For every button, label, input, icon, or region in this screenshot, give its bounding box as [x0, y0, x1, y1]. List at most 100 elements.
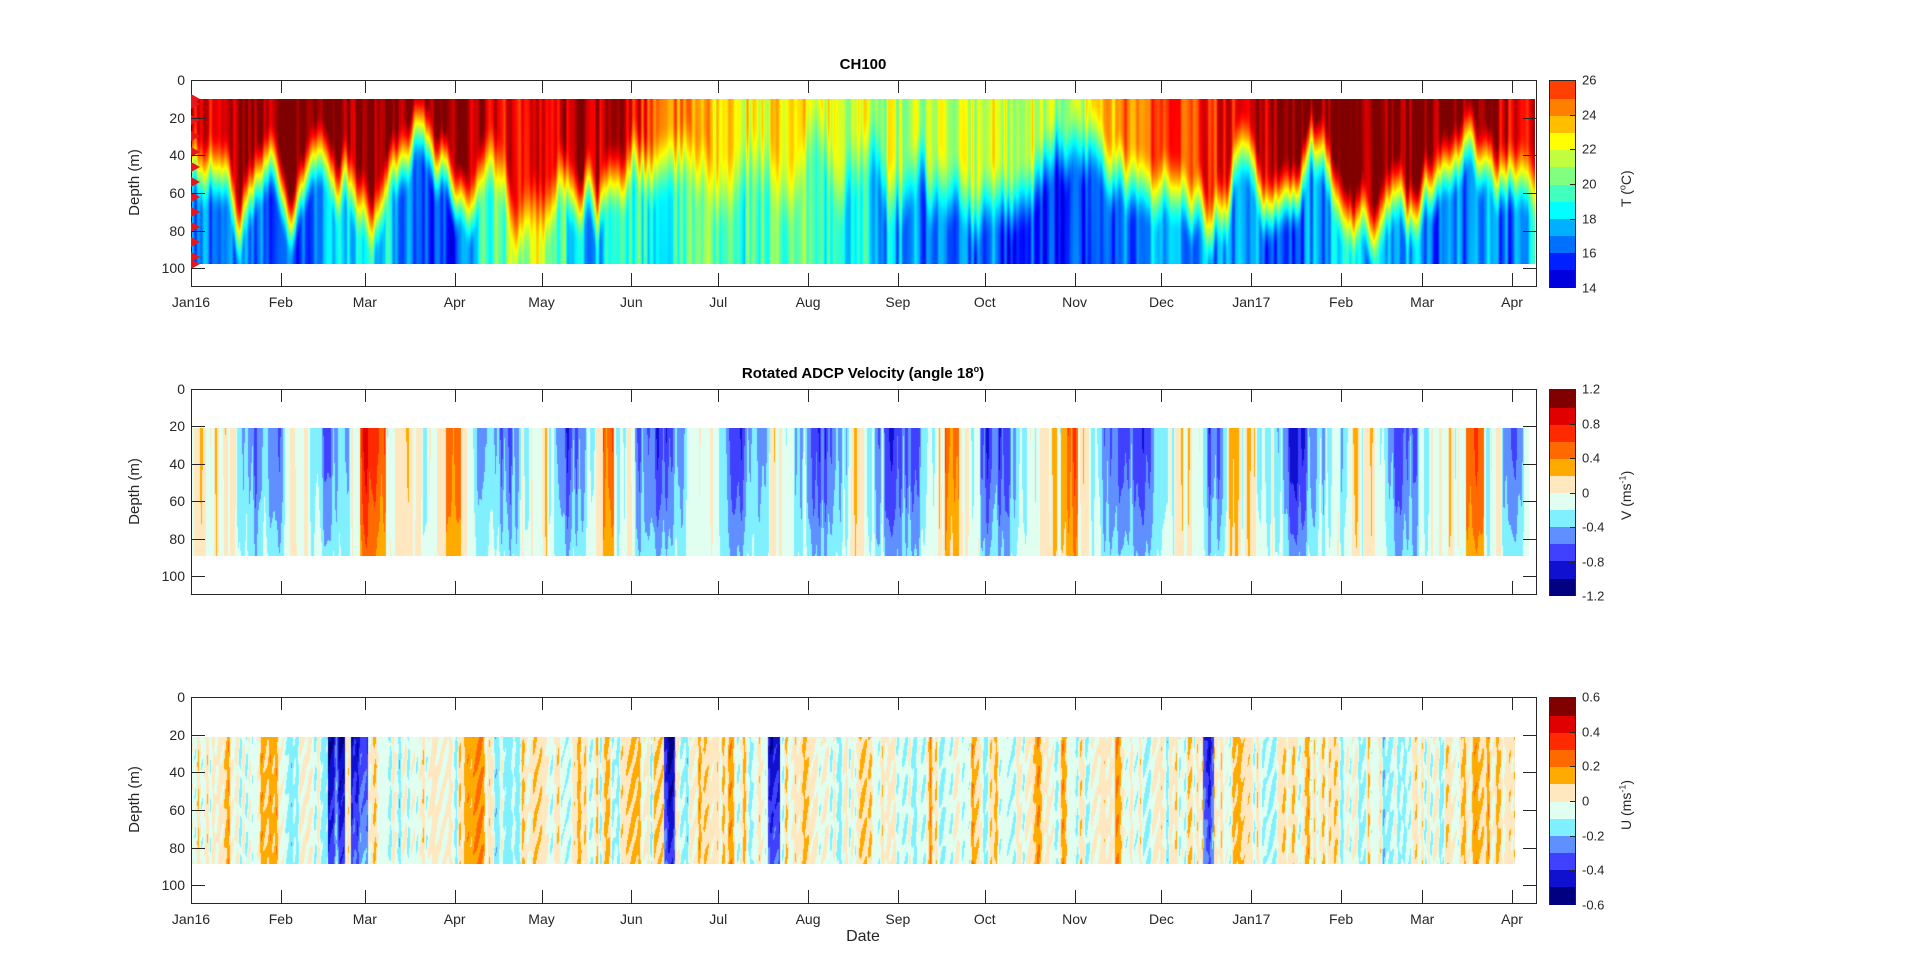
colorbar-band [1550, 98, 1575, 116]
u-velocity-heatmap [192, 737, 1515, 864]
x-tick-label: Feb [268, 911, 293, 927]
x-tick-label: Aug [795, 294, 821, 310]
colorbar-label: V (ms-1) [1617, 470, 1634, 520]
x-tick [1251, 80, 1253, 93]
x-tick-label: Jan17 [1232, 911, 1271, 927]
x-tick-label: Oct [973, 911, 996, 927]
x-tick [1422, 389, 1424, 402]
x-tick-label: Nov [1062, 294, 1088, 310]
x-tick [718, 273, 720, 286]
x-tick [541, 581, 543, 594]
x-tick [1512, 890, 1514, 903]
x-tick [1341, 80, 1343, 93]
y-tick [1523, 426, 1537, 428]
colorbar-band [1550, 509, 1575, 528]
x-tick-label: Dec [1149, 911, 1174, 927]
y-tick [191, 230, 205, 232]
instrument-marker [191, 206, 200, 217]
y-tick [1523, 885, 1537, 887]
x-tick [1512, 697, 1514, 710]
y-tick-label: 60 [169, 493, 185, 510]
colorbar-tick [1570, 561, 1576, 563]
x-tick [808, 581, 810, 594]
y-tick [1523, 734, 1537, 736]
y-tick-label: 20 [169, 418, 185, 435]
x-tick-label: Apr [443, 294, 466, 310]
colorbar-tick [1570, 149, 1576, 151]
colorbar-label: U (ms-1) [1617, 779, 1634, 830]
x-tick-label: Dec [1149, 294, 1174, 310]
x-tick-label: Mar [352, 294, 377, 310]
x-tick [1512, 389, 1514, 402]
x-tick [1161, 389, 1163, 402]
colorbar-band [1550, 390, 1575, 408]
x-tick [1422, 581, 1424, 594]
y-tick-label: 60 [169, 801, 185, 818]
colorbar-tick [1570, 766, 1576, 768]
colorbar-tick-label: 20 [1582, 176, 1597, 192]
colorbar-band [1550, 218, 1575, 237]
instrument-marker [191, 114, 200, 125]
x-tick-label: Mar [1410, 294, 1435, 310]
colorbar-tick-label: 0.2 [1582, 758, 1601, 774]
y-tick [191, 885, 205, 887]
x-tick [541, 890, 543, 903]
y-tick-label: 0 [177, 381, 185, 397]
x-tick [631, 389, 633, 402]
colorbar-label: T (oC) [1617, 170, 1634, 207]
x-tick [631, 273, 633, 286]
x-tick [280, 890, 282, 903]
x-tick [718, 581, 720, 594]
x-tick [1161, 890, 1163, 903]
colorbar-band [1550, 492, 1575, 511]
y-tick [1523, 192, 1537, 194]
colorbar-tick-label: -1.2 [1582, 588, 1605, 604]
y-tick [1523, 155, 1537, 157]
x-tick [897, 273, 899, 286]
x-tick [808, 389, 810, 402]
y-tick-label: 80 [169, 222, 185, 239]
colorbar-band [1550, 543, 1575, 562]
colorbar-tick-label: -0.4 [1582, 862, 1605, 878]
x-tick [364, 273, 366, 286]
x-tick [364, 697, 366, 710]
x-tick [1161, 697, 1163, 710]
y-tick [1523, 772, 1537, 774]
x-tick-label: Oct [973, 294, 996, 310]
x-tick-label: Aug [795, 911, 821, 927]
x-tick [631, 697, 633, 710]
x-tick [984, 80, 986, 93]
temperature-colorbar [1549, 80, 1576, 288]
x-tick [1341, 581, 1343, 594]
x-tick [454, 697, 456, 710]
x-tick [808, 890, 810, 903]
colorbar-tick-label: 14 [1582, 280, 1597, 296]
x-tick-label: Sep [885, 911, 911, 927]
x-tick [631, 80, 633, 93]
y-tick [1523, 117, 1537, 119]
x-tick [280, 80, 282, 93]
x-tick [1251, 581, 1253, 594]
chart-title: CH100 [839, 56, 887, 73]
y-tick [191, 576, 205, 578]
v-velocity-colorbar [1549, 389, 1576, 596]
y-tick [1523, 538, 1537, 540]
x-tick [541, 389, 543, 402]
x-tick-label: May [528, 294, 555, 310]
colorbar-band [1550, 475, 1575, 494]
x-tick [984, 890, 986, 903]
x-tick [1251, 389, 1253, 402]
colorbar-band [1550, 715, 1575, 733]
y-tick [1523, 230, 1537, 232]
x-tick [1341, 389, 1343, 402]
y-tick [191, 501, 205, 503]
x-tick-label: Mar [1410, 911, 1435, 927]
colorbar-band [1550, 81, 1575, 99]
x-tick [541, 80, 543, 93]
x-tick [897, 389, 899, 402]
y-tick-label: 0 [177, 72, 185, 88]
x-tick [1341, 697, 1343, 710]
y-tick [1523, 501, 1537, 503]
x-tick [1074, 273, 1076, 286]
x-tick [1422, 273, 1424, 286]
